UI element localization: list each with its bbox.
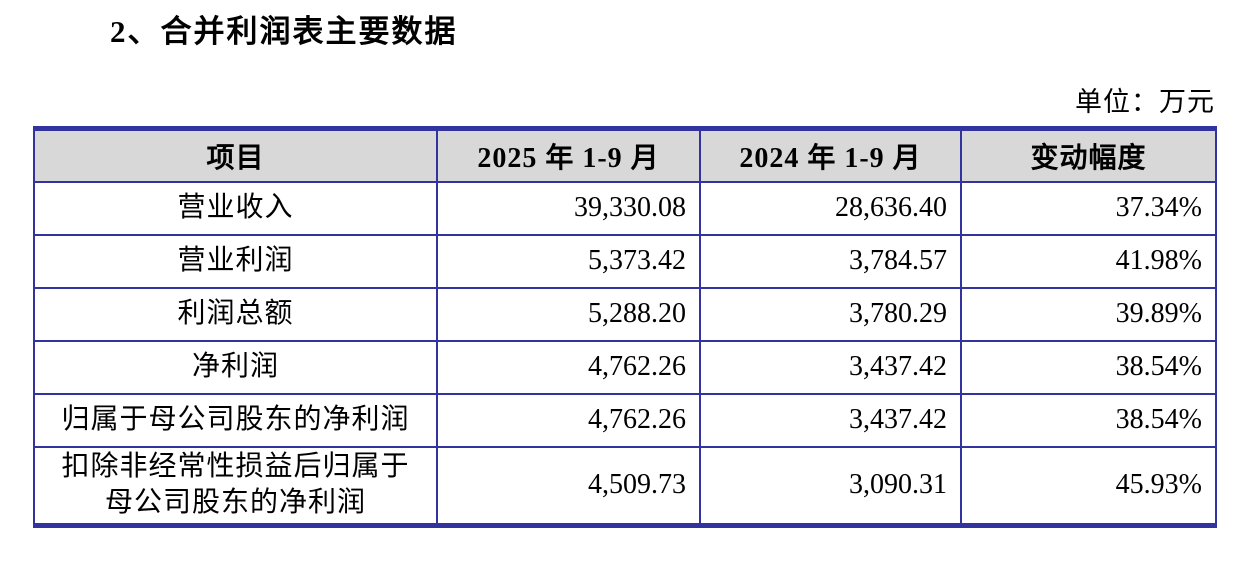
table-row: 利润总额 5,288.20 3,780.29 39.89% (33, 286, 1217, 342)
row-value-change: 38.54% (960, 392, 1217, 448)
row-item-label: 营业利润 (33, 233, 438, 289)
row-value-2024: 3,437.42 (699, 339, 962, 395)
unit-label-row: 单位：万元 (33, 80, 1215, 119)
row-value-change: 41.98% (960, 233, 1217, 289)
row-value-change: 38.54% (960, 339, 1217, 395)
col-header-2025: 2025 年 1-9 月 (436, 127, 701, 183)
row-value-2024: 3,090.31 (699, 445, 962, 527)
unit-label: 单位：万元 (1075, 87, 1215, 117)
row-value-change: 45.93% (960, 445, 1217, 527)
table-row: 营业收入 39,330.08 28,636.40 37.34% (33, 180, 1217, 236)
row-value-2025: 5,373.42 (436, 233, 701, 289)
col-header-change: 变动幅度 (960, 127, 1217, 183)
row-value-change: 37.34% (960, 180, 1217, 236)
col-header-2024: 2024 年 1-9 月 (699, 127, 962, 183)
header-row: 项目 2025 年 1-9 月 2024 年 1-9 月 变动幅度 (33, 127, 1217, 183)
row-value-2024: 3,784.57 (699, 233, 962, 289)
row-value-2025: 4,762.26 (436, 392, 701, 448)
row-item-label: 营业收入 (33, 180, 438, 236)
section-title: 2、合并利润表主要数据 (110, 14, 458, 49)
row-value-change: 39.89% (960, 286, 1217, 342)
row-item-label: 归属于母公司股东的净利润 (33, 392, 438, 448)
row-value-2025: 5,288.20 (436, 286, 701, 342)
row-value-2025: 39,330.08 (436, 180, 701, 236)
row-value-2024: 3,437.42 (699, 392, 962, 448)
row-item-label: 利润总额 (33, 286, 438, 342)
row-item-label: 扣除非经常性损益后归属于 母公司股东的净利润 (33, 445, 438, 527)
row-value-2025: 4,509.73 (436, 445, 701, 527)
income-statement-table: 项目 2025 年 1-9 月 2024 年 1-9 月 变动幅度 营业收入 3… (33, 126, 1217, 528)
row-value-2025: 4,762.26 (436, 339, 701, 395)
table-row: 归属于母公司股东的净利润 4,762.26 3,437.42 38.54% (33, 392, 1217, 448)
row-item-label: 净利润 (33, 339, 438, 395)
table-row: 扣除非经常性损益后归属于 母公司股东的净利润 4,509.73 3,090.31… (33, 445, 1217, 527)
table-row: 营业利润 5,373.42 3,784.57 41.98% (33, 233, 1217, 289)
row-value-2024: 28,636.40 (699, 180, 962, 236)
col-header-item: 项目 (33, 127, 438, 183)
row-value-2024: 3,780.29 (699, 286, 962, 342)
table-row: 净利润 4,762.26 3,437.42 38.54% (33, 339, 1217, 395)
